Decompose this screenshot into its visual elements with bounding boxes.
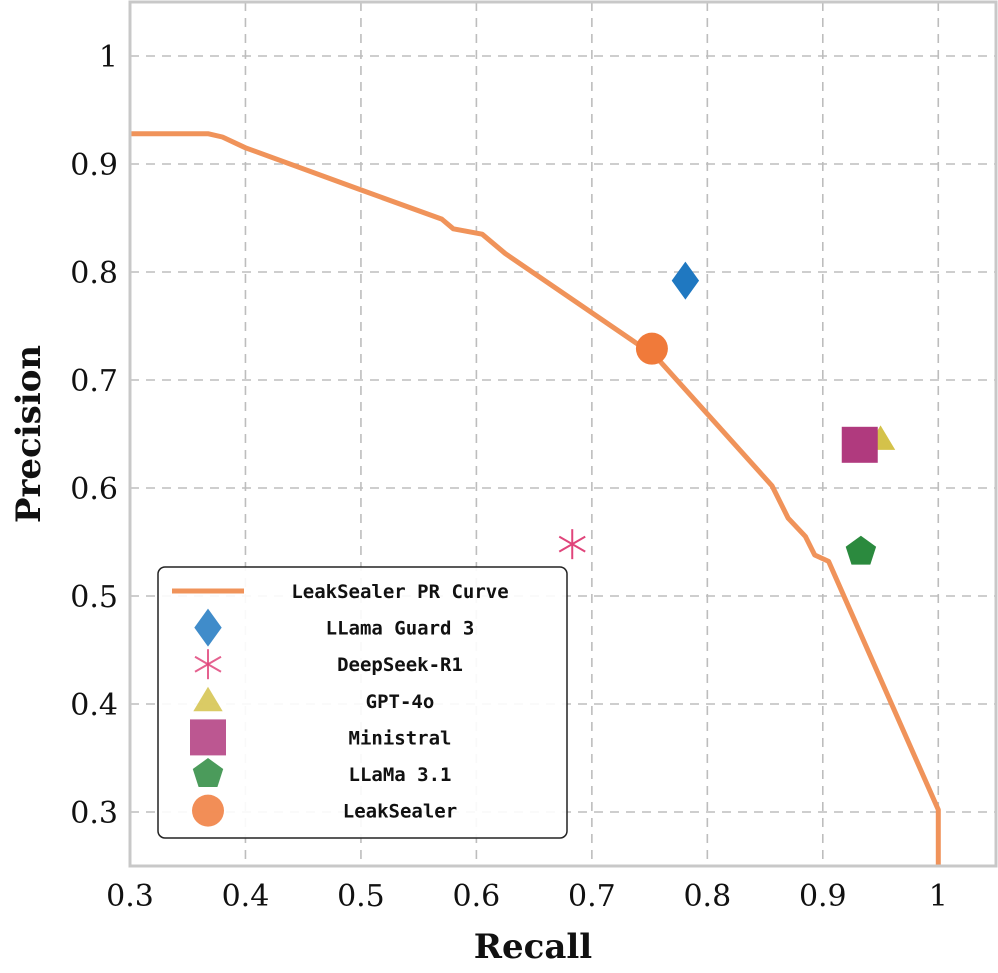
legend-pentagon-icon xyxy=(192,758,224,787)
ministral-point xyxy=(841,426,878,463)
y-tick-label: 0.7 xyxy=(70,364,118,399)
legend-square-icon xyxy=(190,719,226,756)
x-tick-label: 0.8 xyxy=(683,879,731,914)
y-tick-label: 0.3 xyxy=(70,796,118,831)
llama-guard-3-point xyxy=(671,261,700,300)
x-tick-label: 0.7 xyxy=(568,879,616,914)
legend-asterisk-icon xyxy=(194,649,222,680)
axis-ticks: 0.3 0.4 0.5 0.6 0.7 0.8 0.9 1 0.3 0.4 0.5 0.6 0.7 0.8… xyxy=(70,40,948,914)
leaksealer-point xyxy=(635,332,668,365)
legend-circle-icon xyxy=(192,794,224,827)
legend-label: LLama Guard 3 xyxy=(326,618,475,640)
legend-label: Ministral xyxy=(349,727,452,749)
deepseek-r1-point xyxy=(558,529,586,560)
legend-triangle-icon xyxy=(193,686,223,712)
legend-label: LLaMa 3.1 xyxy=(349,764,452,786)
legend-label: LeakSealer xyxy=(343,801,457,823)
y-tick-label: 0.8 xyxy=(70,256,118,291)
x-tick-label: 0.5 xyxy=(337,879,385,914)
x-tick-label: 0.6 xyxy=(453,879,501,914)
legend-label: GPT-4o xyxy=(366,691,435,713)
legend: LeakSealer PR Curve LLama Guard 3 DeepSeek… xyxy=(157,566,568,839)
y-tick-label: 0.5 xyxy=(70,580,118,615)
grid xyxy=(130,2,996,866)
y-tick-label: 1 xyxy=(99,40,118,75)
plot-frame xyxy=(128,0,998,868)
legend-label: LeakSealer PR Curve xyxy=(291,581,508,603)
x-tick-label: 0.4 xyxy=(222,879,270,914)
legend-label: DeepSeek-R1 xyxy=(337,654,463,676)
x-tick-label: 0.9 xyxy=(799,879,847,914)
x-tick-label: 0.3 xyxy=(106,879,154,914)
y-tick-label: 0.6 xyxy=(70,472,118,507)
y-tick-label: 0.9 xyxy=(70,148,118,183)
llama-3-1-point xyxy=(845,535,877,565)
x-tick-label: 1 xyxy=(929,879,948,914)
pr-curve-line xyxy=(130,131,941,866)
x-axis-title: Recall xyxy=(474,927,593,967)
legend-box xyxy=(157,566,568,839)
y-axis-title: Precision xyxy=(9,345,49,523)
y-tick-label: 0.4 xyxy=(70,688,118,723)
legend-diamond-icon xyxy=(194,608,222,647)
series-layer xyxy=(130,131,941,866)
